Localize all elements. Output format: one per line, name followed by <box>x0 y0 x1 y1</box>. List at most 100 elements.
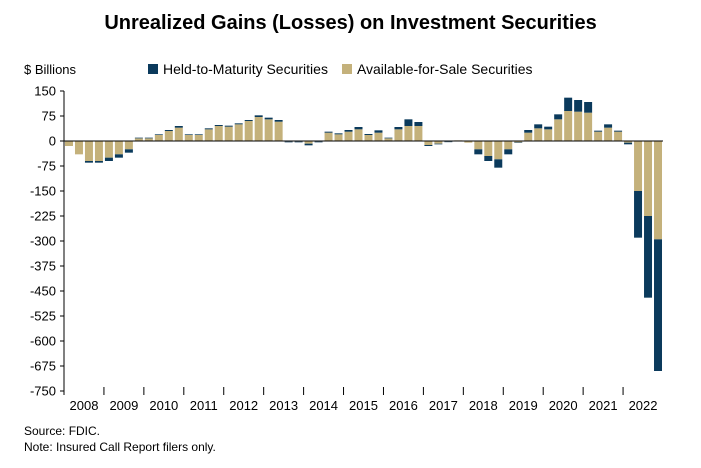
bar-htm <box>474 149 483 155</box>
bar-afs <box>474 141 483 150</box>
bar-htm <box>334 133 343 135</box>
bar-afs <box>264 119 273 141</box>
y-tick-label: -750 <box>30 384 56 399</box>
bar-htm <box>324 131 333 133</box>
x-tick-label: 2014 <box>309 398 338 413</box>
bar-htm <box>304 143 313 146</box>
bar-htm <box>554 114 563 120</box>
y-tick-label: -675 <box>30 359 56 374</box>
x-tick-label: 2021 <box>589 398 618 413</box>
legend-label-htm: Held-to-Maturity Securities <box>163 61 328 77</box>
bar-afs <box>404 126 413 141</box>
bar-htm <box>214 125 223 126</box>
x-tick-label: 2022 <box>629 398 658 413</box>
x-tick-label: 2013 <box>269 398 298 413</box>
bar-afs <box>234 124 243 141</box>
bar-afs <box>464 141 473 143</box>
bar-afs <box>164 131 173 141</box>
bar-htm <box>224 125 233 127</box>
bar-htm <box>414 122 423 126</box>
y-tick-label: -525 <box>30 309 56 324</box>
bar-htm <box>194 134 203 135</box>
bar-afs <box>364 135 373 141</box>
bar-afs <box>574 111 583 141</box>
bar-htm <box>94 161 103 163</box>
bar-htm <box>284 141 293 143</box>
y-axis-unit-label: $ Billions <box>24 62 77 77</box>
bar-afs <box>434 141 443 144</box>
bar-htm <box>184 134 193 135</box>
bar-afs <box>64 141 73 146</box>
y-tick-label: -75 <box>37 159 56 174</box>
bar-afs <box>124 141 133 150</box>
bar-afs <box>334 134 343 141</box>
bar-afs <box>644 141 653 216</box>
y-tick-label: -600 <box>30 334 56 349</box>
bar-afs <box>534 128 543 141</box>
bar-afs <box>414 126 423 141</box>
bar-afs <box>514 141 523 143</box>
bar-afs <box>604 127 613 141</box>
bar-afs <box>174 127 183 141</box>
bar-htm <box>164 130 173 131</box>
bar-afs <box>424 141 433 145</box>
bar-afs <box>554 119 563 141</box>
legend-item-afs: Available-for-Sale Securities <box>341 61 533 77</box>
y-tick-label: -375 <box>30 259 56 274</box>
y-tick-label: -450 <box>30 284 56 299</box>
bar-afs <box>274 121 283 141</box>
bar-afs <box>584 112 593 141</box>
bar-afs <box>254 117 263 141</box>
x-tick-label: 2008 <box>70 398 99 413</box>
legend-swatch-afs <box>341 64 352 74</box>
source-note: Source: FDIC. <box>24 424 101 438</box>
bar-afs <box>194 135 203 141</box>
x-tick-label: 2019 <box>509 398 538 413</box>
bar-htm <box>104 157 113 161</box>
bar-htm <box>434 143 443 145</box>
bar-htm <box>504 149 513 155</box>
bar-afs <box>634 141 643 191</box>
bar-afs <box>104 141 113 158</box>
bar-htm <box>154 134 163 135</box>
bar-htm <box>254 115 263 117</box>
bar-htm <box>134 137 143 139</box>
bar-htm <box>604 124 613 128</box>
bar-afs <box>204 129 213 141</box>
x-tick-label: 2018 <box>469 398 498 413</box>
x-tick-label: 2010 <box>149 398 178 413</box>
bar-afs <box>384 138 393 141</box>
bar-htm <box>264 117 273 120</box>
bar-htm <box>564 97 573 111</box>
bar-afs <box>84 141 93 161</box>
x-tick-label: 2017 <box>429 398 458 413</box>
x-tick-label: 2020 <box>549 398 578 413</box>
bar-htm <box>84 161 93 163</box>
bar-afs <box>354 129 363 141</box>
bar-htm <box>174 126 183 128</box>
bar-afs <box>214 126 223 141</box>
bar-afs <box>114 141 123 155</box>
bar-afs <box>344 131 353 141</box>
bar-htm <box>204 128 213 130</box>
x-tick-label: 2011 <box>190 398 218 413</box>
bar-afs <box>144 138 153 141</box>
footnote: Note: Insured Call Report filers only. <box>24 440 216 454</box>
x-tick-label: 2015 <box>349 398 378 413</box>
bar-htm <box>364 134 373 135</box>
bar-htm <box>644 216 653 298</box>
x-tick-label: 2016 <box>389 398 418 413</box>
bar-htm <box>444 141 453 143</box>
y-tick-label: -150 <box>30 184 56 199</box>
bar-htm <box>294 141 303 143</box>
legend-item-htm: Held-to-Maturity Securities <box>148 61 328 77</box>
bar-afs <box>224 126 233 141</box>
x-tick-label: 2012 <box>229 398 258 413</box>
bar-htm <box>234 123 243 125</box>
bar-htm <box>594 130 603 132</box>
bar-htm <box>494 159 503 168</box>
legend-swatch-htm <box>148 64 158 74</box>
chart-title: Unrealized Gains (Losses) on Investment … <box>104 12 597 34</box>
bar-htm <box>354 127 363 130</box>
